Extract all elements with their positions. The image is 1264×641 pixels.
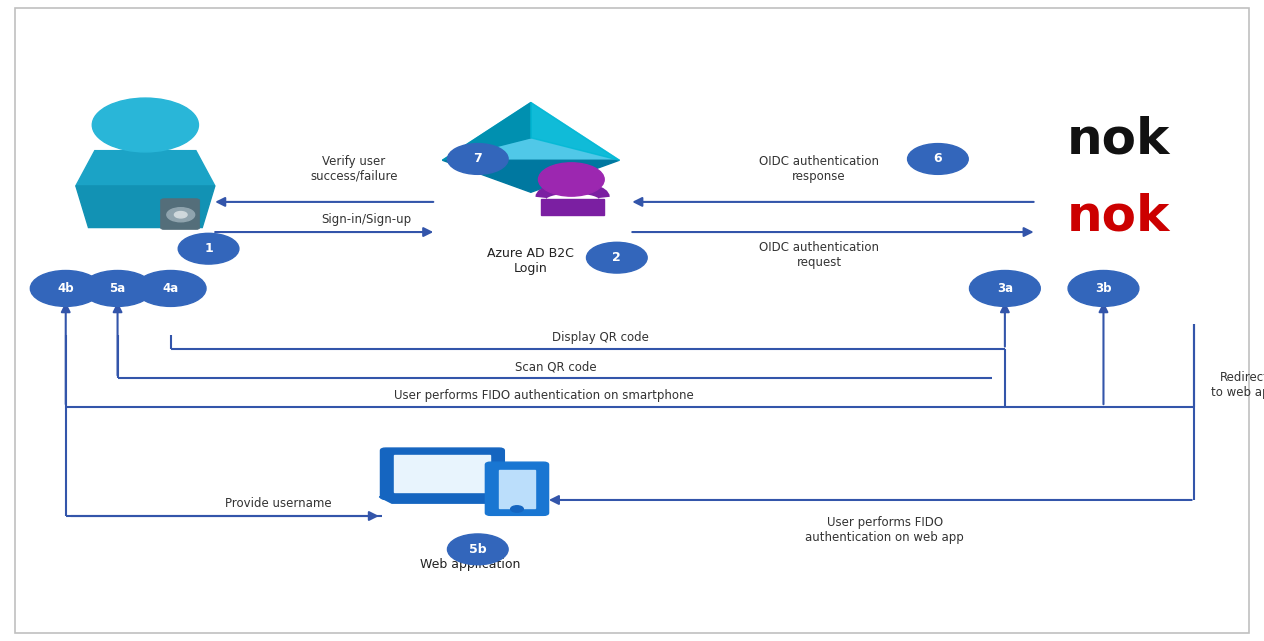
Text: 3b: 3b: [1095, 282, 1112, 295]
FancyBboxPatch shape: [394, 455, 490, 492]
Text: Provide username: Provide username: [225, 497, 331, 510]
Text: OIDC authentication
request: OIDC authentication request: [760, 241, 878, 269]
Text: nok: nok: [1067, 115, 1170, 163]
Polygon shape: [541, 199, 604, 215]
Polygon shape: [442, 103, 531, 160]
Circle shape: [135, 271, 206, 306]
Text: 4a: 4a: [163, 282, 178, 295]
Circle shape: [30, 271, 101, 306]
FancyBboxPatch shape: [380, 448, 504, 499]
Circle shape: [1068, 271, 1139, 306]
Polygon shape: [76, 151, 215, 186]
Text: 6: 6: [934, 153, 942, 165]
Polygon shape: [379, 497, 499, 503]
Polygon shape: [442, 160, 619, 192]
Polygon shape: [442, 103, 619, 160]
Text: 5a: 5a: [110, 282, 125, 295]
FancyBboxPatch shape: [485, 462, 549, 515]
Text: Azure AD B2C
Login: Azure AD B2C Login: [488, 247, 574, 275]
Text: 4b: 4b: [57, 282, 75, 295]
Circle shape: [82, 271, 153, 306]
Circle shape: [538, 163, 604, 196]
Circle shape: [92, 98, 198, 152]
Text: Display QR code: Display QR code: [552, 331, 648, 344]
Circle shape: [511, 506, 523, 512]
FancyBboxPatch shape: [499, 470, 535, 508]
Circle shape: [447, 144, 508, 174]
Text: Verify user
success/failure: Verify user success/failure: [310, 154, 398, 183]
Circle shape: [969, 271, 1040, 306]
Circle shape: [178, 233, 239, 264]
Text: Redirect
to web app: Redirect to web app: [1211, 370, 1264, 399]
Polygon shape: [76, 186, 215, 228]
Circle shape: [167, 208, 195, 222]
Text: Web application: Web application: [420, 558, 521, 570]
Text: 2: 2: [613, 251, 621, 264]
Text: 5b: 5b: [469, 543, 487, 556]
FancyBboxPatch shape: [161, 199, 200, 229]
Text: OIDC authentication
response: OIDC authentication response: [760, 154, 878, 183]
Text: nok: nok: [1067, 192, 1170, 240]
Text: 3a: 3a: [997, 282, 1012, 295]
Text: 7: 7: [474, 153, 482, 165]
Circle shape: [908, 144, 968, 174]
Polygon shape: [531, 103, 619, 160]
Text: 1: 1: [205, 242, 212, 255]
Text: User performs FIDO authentication on smartphone: User performs FIDO authentication on sma…: [393, 389, 694, 402]
Text: Sign-in/Sign-up: Sign-in/Sign-up: [321, 213, 412, 226]
Text: User performs FIDO
authentication on web app: User performs FIDO authentication on web…: [805, 516, 964, 544]
Circle shape: [447, 534, 508, 565]
Circle shape: [174, 212, 187, 218]
Text: Scan QR code: Scan QR code: [516, 360, 597, 373]
Circle shape: [586, 242, 647, 273]
